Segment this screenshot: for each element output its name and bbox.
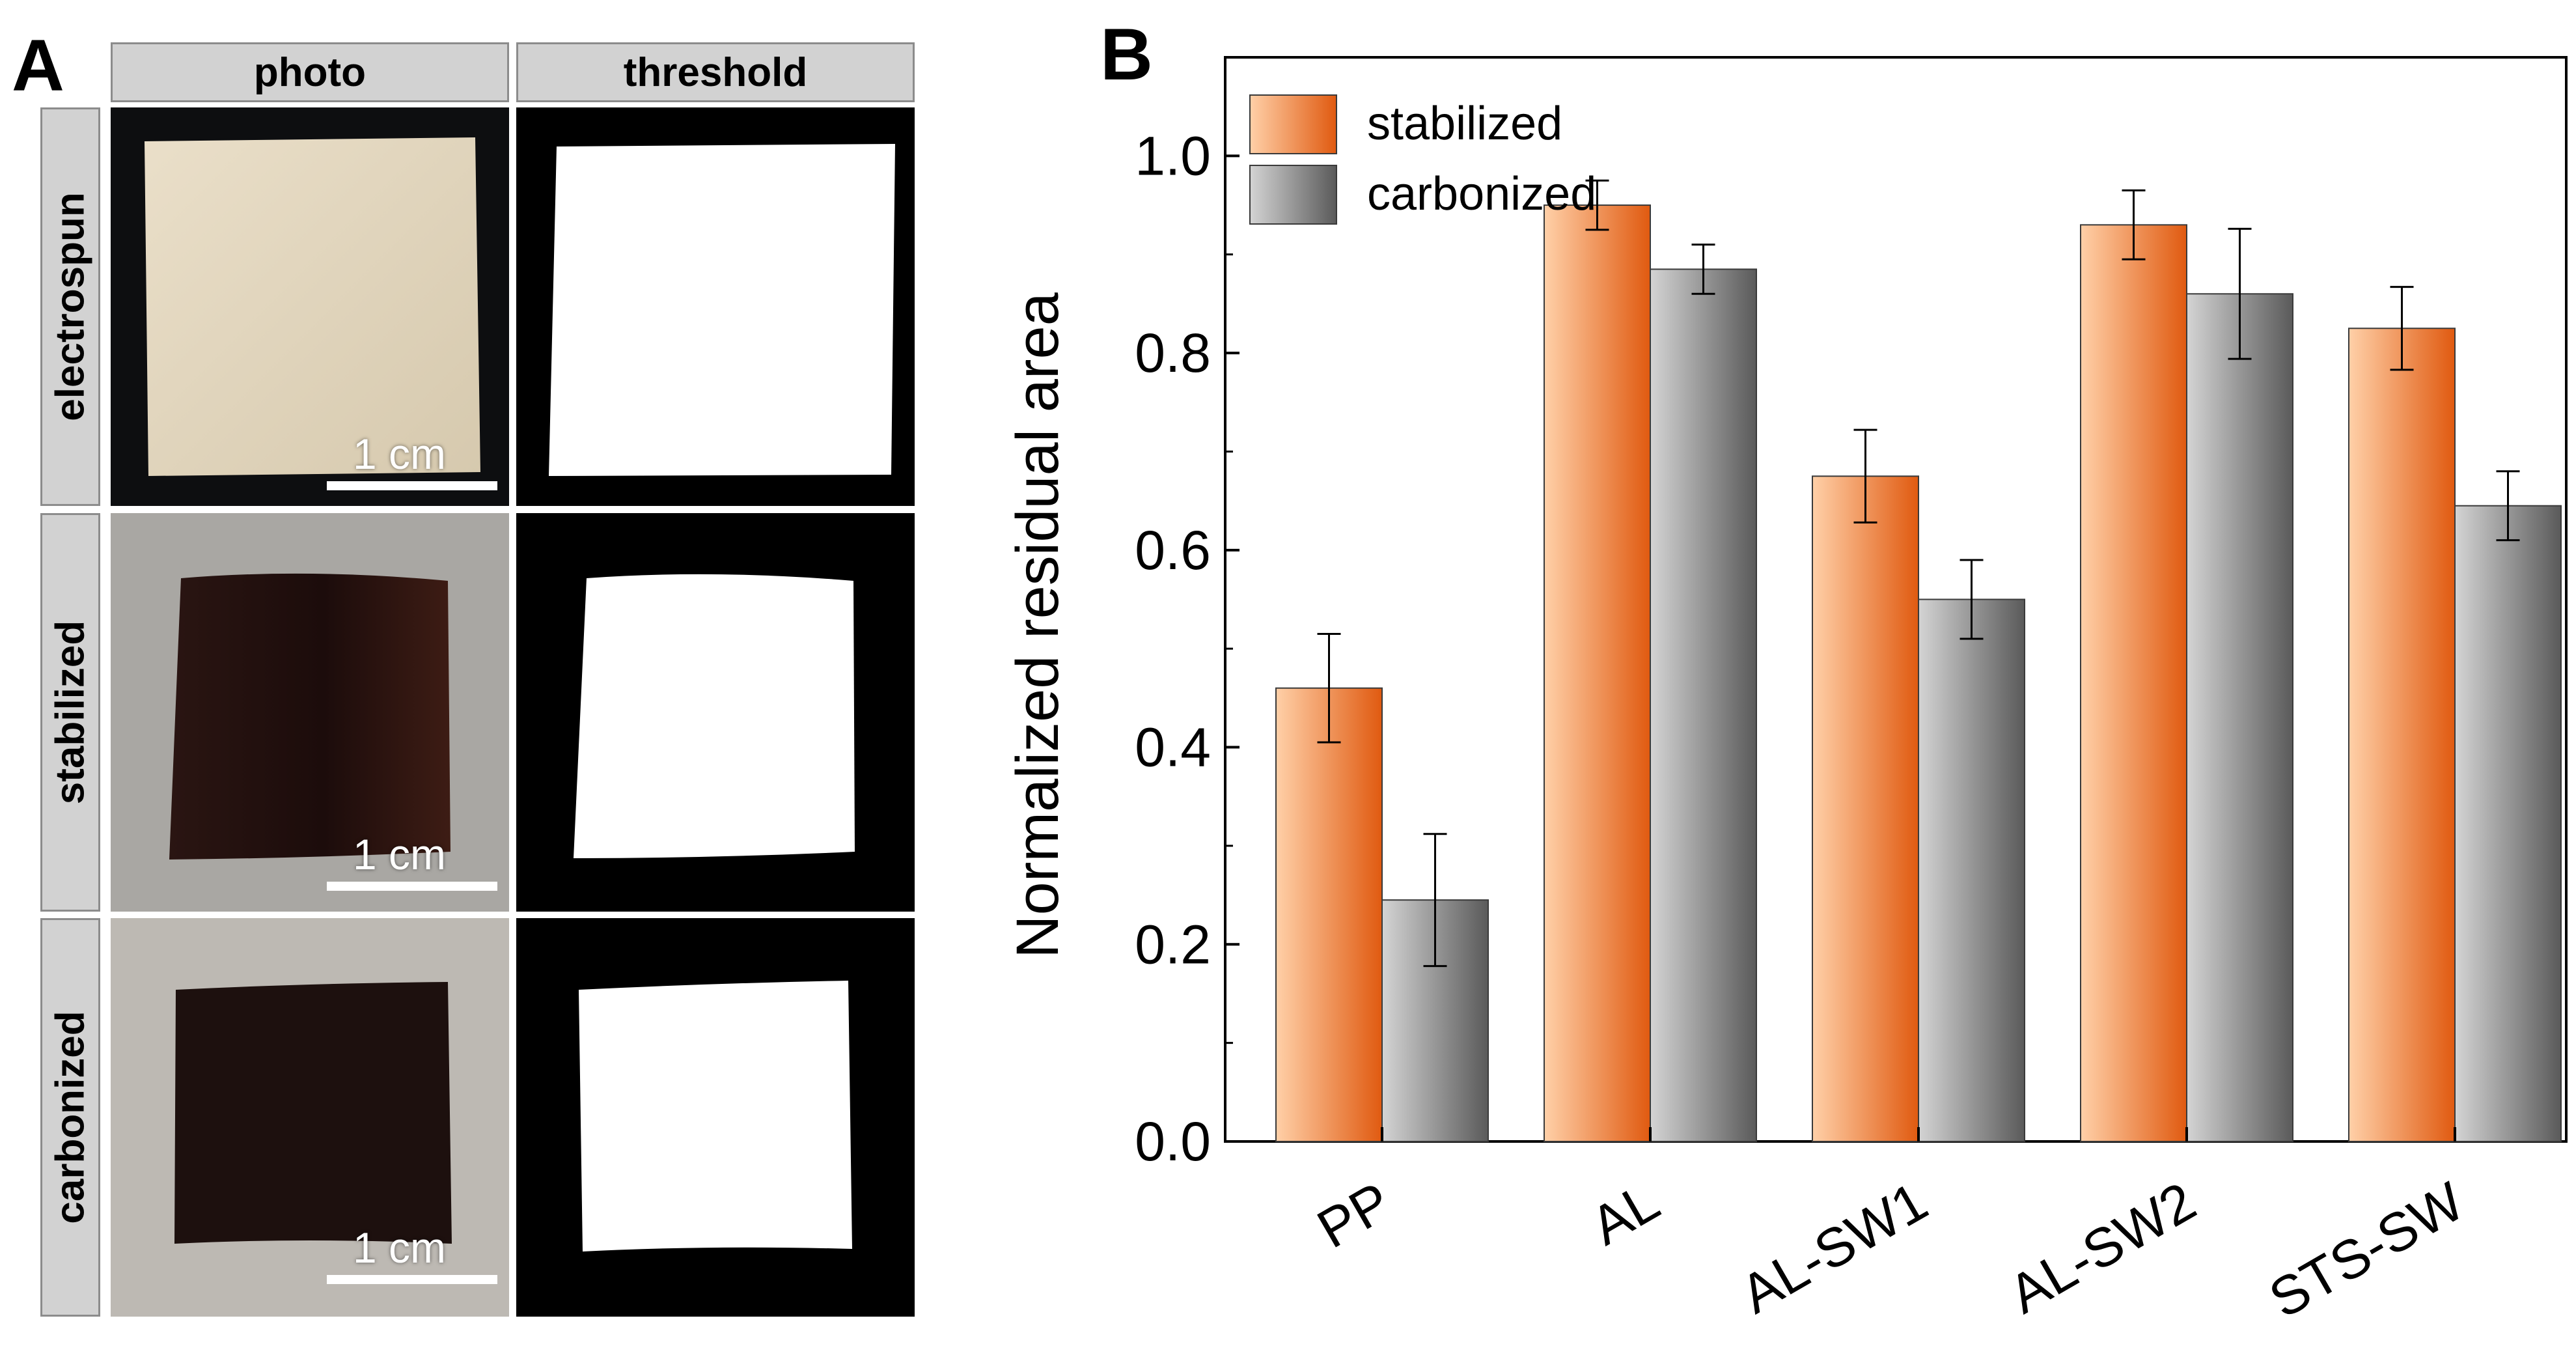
photo-stabilized: 1 cm [111,513,509,912]
bar-carbonized-AL [1650,268,1757,1143]
row-header-stabilized-label: stabilized [48,620,93,805]
stabilized-threshold-shape [574,574,855,858]
panel-b: B 0.0 0.2 0.4 0.6 0.8 1.0 Normalized residual … [924,0,2576,1357]
x-tick-label-STS-SW: STS-SW [2259,1170,2474,1330]
bar-carbonized-STS-SW [2454,505,2562,1142]
bar-stabilized-AL-SW1 [1812,475,1919,1142]
scalebar-2 [327,882,497,891]
x-tick-label-PP: PP [1307,1170,1401,1259]
photo-electrospun: 1 cm [111,107,509,506]
row-header-electrospun-label: electrospun [48,192,93,421]
threshold-electrospun [516,107,915,506]
scalebar-3 [327,1275,497,1284]
scalebar-label-1: 1 cm [353,430,447,478]
bar-stabilized-AL-SW2 [2080,224,2187,1142]
panel-a-letter: A [12,25,64,106]
bar-chart: B 0.0 0.2 0.4 0.6 0.8 1.0 Normalized residual … [1004,14,2568,1330]
scalebar-label-2: 1 cm [353,830,447,878]
carbonized-sheet [174,982,452,1244]
legend-swatch-stabilized [1249,94,1337,154]
bar-carbonized-AL-SW2 [2186,293,2293,1143]
threshold-carbonized-image [579,981,852,1252]
row-header-electrospun: electrospun [40,107,100,506]
row-header-carbonized: carbonized [40,918,100,1317]
y-tick-label: 0.0 [1135,1111,1211,1172]
legend-label-stabilized: stabilized [1367,98,1562,150]
electrospun-sheet [145,137,480,476]
stabilized-sheet [169,573,450,860]
panel-a: A photo threshold electrospun stabilized… [0,0,924,1357]
x-tick-label-AL-SW2: AL-SW2 [1999,1170,2206,1325]
bar-stabilized-PP [1275,687,1383,1142]
electrospun-threshold-shape [549,144,895,476]
y-tick-label: 0.8 [1135,322,1211,384]
photo-carbonized: 1 cm [111,918,509,1317]
bar-stabilized-AL [1544,204,1651,1143]
row-header-stabilized: stabilized [40,513,100,912]
column-header-threshold: threshold [516,42,915,102]
photo-carbonized-image [174,982,452,1244]
column-header-photo: photo [111,42,509,102]
photo-stabilized-image [169,573,450,860]
scalebar-1 [327,481,497,490]
photo-electrospun-image [145,137,480,476]
carbonized-threshold-shape [579,981,852,1252]
y-tick-label: 0.6 [1135,520,1211,581]
threshold-stabilized-image [574,574,855,858]
y-tick-label: 1.0 [1135,125,1211,186]
panel-b-letter: B [1100,14,1153,95]
bar-stabilized-STS-SW [2348,328,2456,1142]
threshold-carbonized [516,918,915,1317]
y-tick-label: 0.2 [1135,914,1211,975]
threshold-electrospun-image [549,144,895,476]
legend-label-carbonized: carbonized [1367,168,1596,220]
legend-swatch-carbonized [1249,165,1337,225]
x-tick-label-AL-SW1: AL-SW1 [1730,1170,1937,1325]
y-tick-label: 0.4 [1135,717,1211,778]
bar-carbonized-AL-SW1 [1918,598,2025,1142]
threshold-stabilized [516,513,915,912]
y-axis-title: Normalized residual area [1004,292,1071,958]
row-header-carbonized-label: carbonized [48,1011,93,1224]
x-tick-label-AL: AL [1581,1170,1669,1257]
scalebar-label-3: 1 cm [353,1224,447,1272]
